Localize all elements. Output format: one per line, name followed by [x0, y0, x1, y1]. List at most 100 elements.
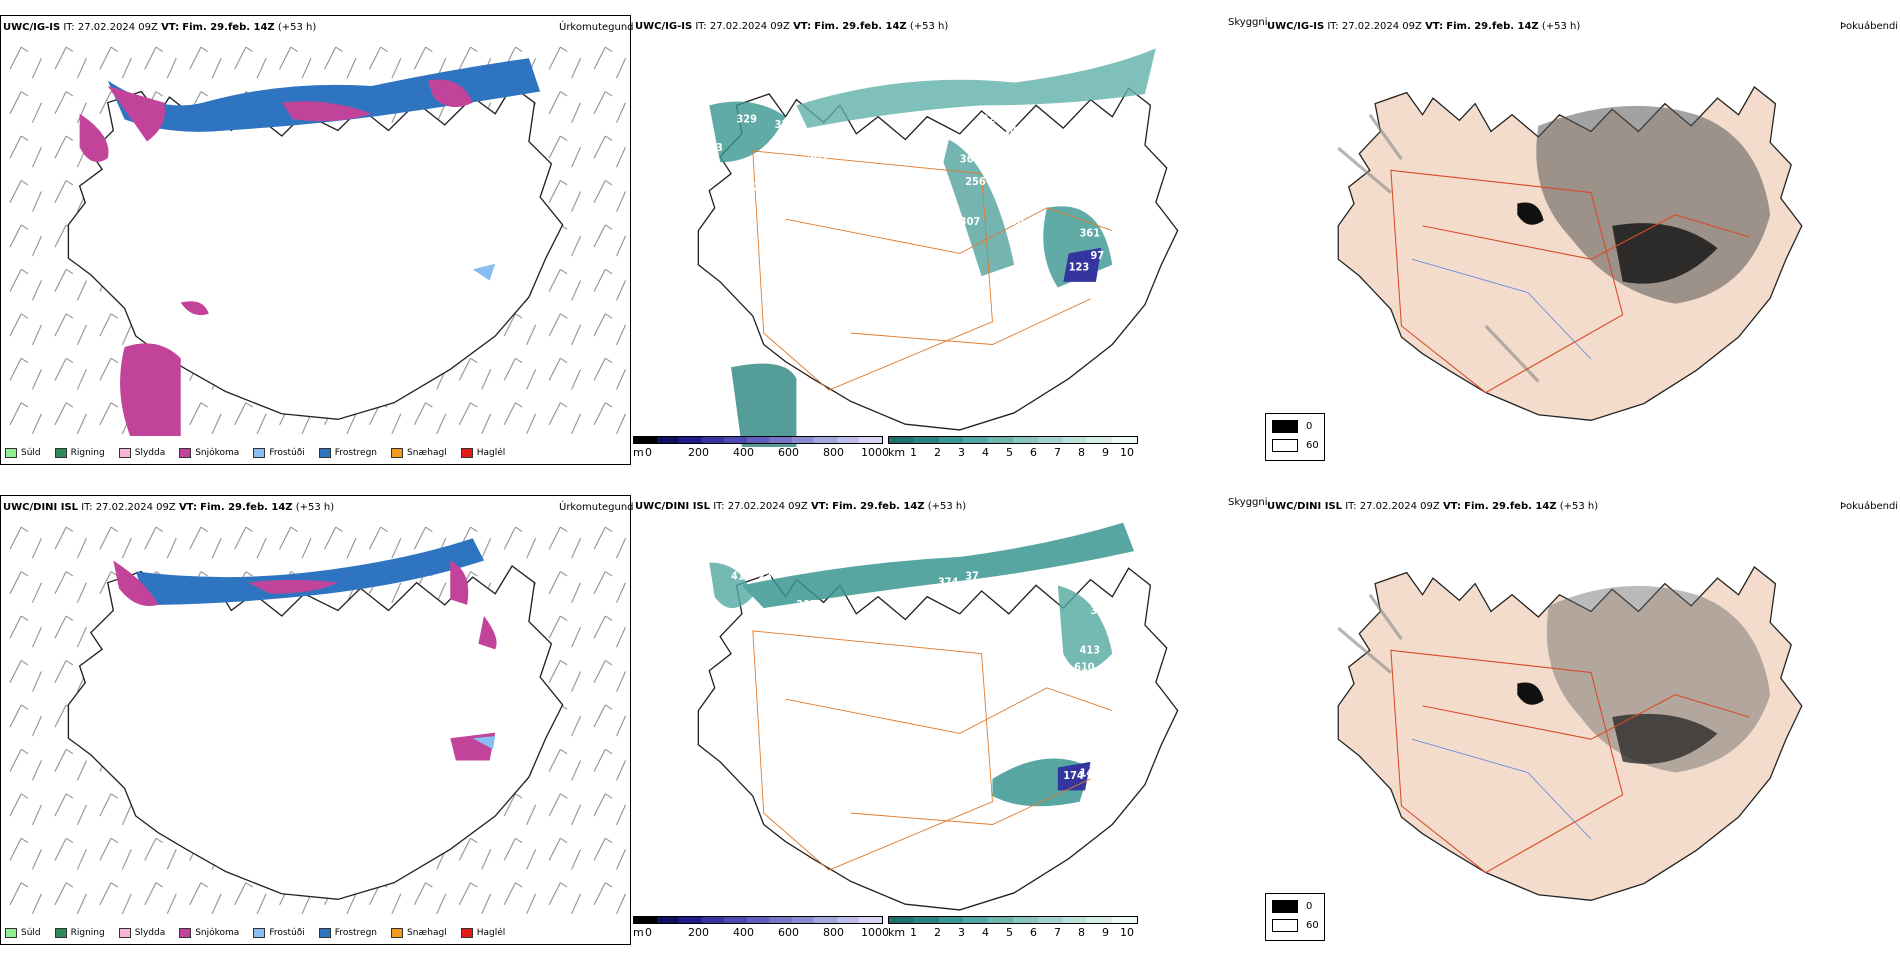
colorbar-tick: 400	[733, 446, 754, 459]
legend-item-frostudi: Frostúði	[253, 448, 305, 458]
visibility-value-label: 240	[905, 754, 925, 765]
lead-time: (+53 h)	[295, 502, 335, 513]
visibility-value-label: 37	[905, 257, 919, 268]
lead-time: (+53 h)	[1541, 21, 1581, 32]
visibility-value-label: 21	[1052, 748, 1066, 759]
lead-time: (+53 h)	[909, 21, 949, 32]
legend-label: Súld	[21, 928, 41, 938]
visibility-value-label: 123	[1069, 262, 1089, 273]
model-name: UWC/IG-IS	[3, 22, 61, 33]
visibility-value-label: 413	[731, 571, 751, 582]
panel-header: UWC/DINI ISL IT: 27.02.2024 09Z VT: Fim.…	[635, 501, 966, 512]
colorbar-tick: 400	[733, 926, 754, 939]
it-value: 27.02.2024 09Z	[95, 502, 176, 513]
colorbar-m-ticks: m 0 200 400 600 800 1000	[633, 446, 893, 460]
legend-label: Frostúði	[269, 448, 305, 458]
vt-value: Fim. 29.feb. 14Z	[200, 502, 293, 513]
legend-item-slydda: Slydda	[118, 448, 165, 458]
legend-label: Snjókoma	[195, 448, 240, 458]
legend-swatch	[318, 928, 331, 938]
lead-time: (+53 h)	[1559, 501, 1599, 512]
vt-value: Fim. 29.feb. 14Z	[182, 22, 275, 33]
cloud-panel: UWC/DINI ISL IT: 27.02.2024 09Z VT: Fim.…	[633, 495, 1325, 955]
colorbar-tick: 2	[934, 446, 941, 459]
legend-label: Frostregn	[334, 448, 378, 458]
visibility-value-label: 237	[796, 600, 816, 611]
forecast-row-ig-is: UWC/IG-IS IT: 27.02.2024 09Z VT: Fim. 29…	[0, 15, 1900, 485]
precip-legend: Súld Rigning Slydda Snjókoma Frostúði Fr…	[5, 448, 505, 458]
legend-label: Haglél	[476, 928, 506, 938]
precip-type-title: Úrkomutegund	[559, 22, 634, 33]
fog-scale-label: 0	[1306, 901, 1313, 912]
fog-scale-swatch	[1272, 439, 1298, 452]
legend-swatch	[253, 448, 266, 458]
fog-panel: UWC/DINI ISL IT: 27.02.2024 09Z VT: Fim.…	[1265, 495, 1900, 955]
fog-scale-label: 0	[1306, 421, 1313, 432]
colorbar-tick: 8	[1078, 926, 1085, 939]
fog-map	[1337, 566, 1803, 902]
colorbar-km-ticks: km 1 2 3 4 5 6 7 8 9 10	[888, 446, 1148, 460]
legend-item-sudl: Súld	[5, 448, 41, 458]
fog-scale-label: 60	[1306, 920, 1319, 931]
visibility-value-label: 174	[1063, 771, 1083, 782]
it-label: IT:	[713, 501, 725, 512]
vt-label: VT:	[178, 502, 197, 513]
visibility-value-label: 361	[1080, 228, 1100, 239]
colorbar-tick: 0	[645, 446, 652, 459]
fog-scale-label: 60	[1306, 440, 1319, 451]
colorbar-tick: 5	[1006, 446, 1013, 459]
colorbar-tick: 1	[910, 446, 917, 459]
fog-map	[1337, 86, 1803, 422]
colorbar-unit-km: km	[888, 926, 906, 939]
precip-type-map	[1, 36, 630, 436]
cloud-title: Skyggni	[1228, 17, 1268, 28]
legend-item-frostregn: Frostregn	[318, 448, 378, 458]
legend-item-snjokoma: Snjókoma	[179, 448, 239, 458]
panel-header: UWC/DINI ISL IT: 27.02.2024 09Z VT: Fim.…	[3, 502, 334, 513]
precip-type-panel: UWC/IG-IS IT: 27.02.2024 09Z VT: Fim. 29…	[0, 15, 634, 465]
colorbar-tick: 3	[958, 926, 965, 939]
legend-item-snjokoma: Snjókoma	[179, 928, 239, 938]
it-value: 27.02.2024 09Z	[727, 501, 808, 512]
colorbar-tick: 9	[1102, 926, 1109, 939]
legend-swatch	[5, 448, 17, 458]
legend-swatch	[118, 448, 131, 458]
fog-title: Þokuábendi	[1840, 21, 1899, 32]
legend-swatch	[318, 448, 331, 458]
colorbar-tick: 10	[1120, 446, 1134, 459]
vt-label: VT:	[1425, 21, 1444, 32]
legend-swatch	[5, 928, 17, 938]
legend-label: Snæhagl	[407, 448, 447, 458]
precip-legend: Súld Rigning Slydda Snjókoma Frostúði Fr…	[5, 928, 505, 938]
precip-type-panel: UWC/DINI ISL IT: 27.02.2024 09Z VT: Fim.…	[0, 495, 634, 945]
legend-swatch	[391, 448, 404, 458]
legend-item-rigning: Rigning	[54, 448, 105, 458]
colorbar-tick: 1000	[861, 926, 889, 939]
legend-label: Rigning	[70, 928, 105, 938]
vt-value: Fim. 29.feb. 14Z	[1446, 21, 1539, 32]
visibility-value-label: 330	[1003, 217, 1023, 228]
it-label: IT:	[1327, 21, 1339, 32]
model-name: UWC/IG-IS	[635, 21, 693, 32]
fog-scale-row: 60	[1272, 439, 1324, 452]
cloud-panel: UWC/IG-IS IT: 27.02.2024 09Z VT: Fim. 29…	[633, 15, 1325, 475]
vt-value: Fim. 29.feb. 14Z	[814, 21, 907, 32]
visibility-value-label: 149	[1080, 768, 1100, 779]
visibility-value-label: 329	[736, 114, 756, 125]
fog-scale-swatch	[1272, 900, 1298, 913]
visibility-value-label: 307	[960, 217, 980, 228]
legend-item-snaehagl: Snæhagl	[391, 928, 447, 938]
vt-value: Fim. 29.feb. 14Z	[832, 501, 925, 512]
vt-label: VT:	[1442, 501, 1461, 512]
fog-scale-swatch	[1272, 919, 1298, 932]
colorbar-tick: 9	[1102, 446, 1109, 459]
visibility-value-label: 363	[960, 154, 980, 165]
legend-item-haglel: Haglél	[460, 928, 506, 938]
legend-item-slydda: Slydda	[118, 928, 165, 938]
legend-item-rigning: Rigning	[54, 928, 105, 938]
visibility-value-label: 33	[709, 143, 723, 154]
model-name: UWC/DINI ISL	[635, 501, 711, 512]
legend-item-snaehagl: Snæhagl	[391, 448, 447, 458]
model-name: UWC/DINI ISL	[3, 502, 79, 513]
